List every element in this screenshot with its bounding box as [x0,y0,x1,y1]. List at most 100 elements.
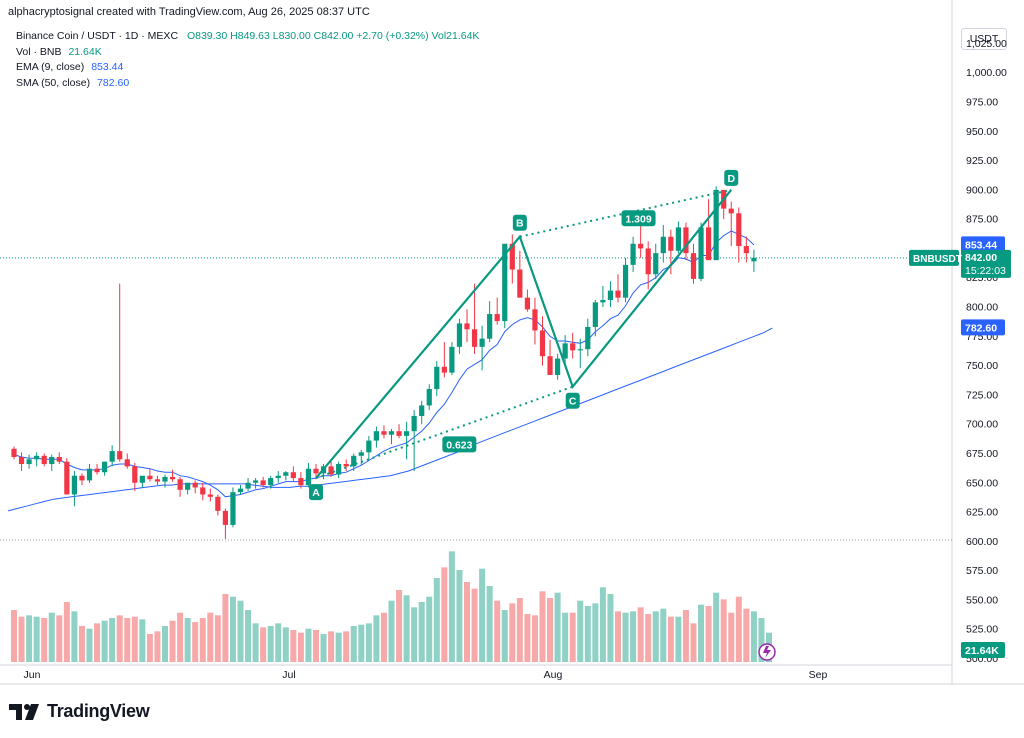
pattern-label-a[interactable]: A [309,484,323,501]
candle[interactable] [275,471,281,483]
candle[interactable] [200,482,206,501]
pattern-ratio-ac[interactable]: 0.623 [442,436,477,453]
candle[interactable] [456,318,463,354]
candle[interactable] [185,482,191,495]
candle[interactable] [283,471,289,481]
candle[interactable] [736,207,742,263]
candle[interactable] [11,446,17,460]
candle[interactable] [751,249,757,272]
candle[interactable] [675,221,681,254]
candle[interactable] [419,400,425,425]
candle[interactable] [102,461,108,476]
candle[interactable] [509,234,515,284]
candle[interactable] [396,424,402,439]
candle[interactable] [124,453,130,469]
candle[interactable] [539,316,546,366]
candle[interactable] [728,201,734,247]
candle[interactable] [358,449,364,466]
candle[interactable] [86,464,93,483]
candle[interactable] [268,475,274,489]
candle[interactable] [18,452,25,472]
candle[interactable] [471,283,478,354]
candle[interactable] [653,243,659,279]
candle[interactable] [222,508,228,539]
candle[interactable] [351,453,357,472]
candle[interactable] [366,435,372,460]
candle[interactable] [117,283,123,462]
candle[interactable] [607,281,614,308]
candle[interactable] [622,257,629,303]
candle[interactable] [298,472,304,489]
currency-button[interactable]: USDT [961,28,1007,50]
candle[interactable] [373,426,379,448]
candle[interactable] [207,488,213,502]
candle[interactable] [230,487,236,528]
candle[interactable] [109,445,115,467]
candle[interactable] [290,466,296,482]
candle[interactable] [426,384,432,411]
candle[interactable] [547,339,553,375]
event-marker-icon[interactable] [758,643,776,661]
candle[interactable] [690,243,697,284]
candle[interactable] [638,225,644,258]
candle[interactable] [743,236,749,263]
candle[interactable] [434,360,440,397]
tradingview-logo[interactable]: TradingView [9,701,150,722]
candle[interactable] [517,250,523,298]
candle[interactable] [713,186,719,261]
candle[interactable] [56,452,62,465]
candle[interactable] [464,309,470,343]
candle[interactable] [411,410,417,472]
candle[interactable] [502,243,508,329]
legend-symbol-row[interactable]: Binance Coin / USDT · 1D · MEXC O839.30 … [16,29,479,45]
pattern-label-b[interactable]: B [512,214,527,231]
candle[interactable] [381,425,387,439]
candle[interactable] [721,189,727,220]
pattern-ratio-bd[interactable]: 1.309 [621,210,656,227]
candle[interactable] [660,225,666,263]
candle[interactable] [79,473,85,486]
candle[interactable] [260,476,266,488]
candle[interactable] [577,338,583,368]
candle[interactable] [487,301,493,343]
candle[interactable] [49,454,55,472]
candle[interactable] [177,476,183,497]
candle[interactable] [524,289,530,312]
candle[interactable] [71,471,77,507]
candle[interactable] [388,428,395,445]
candle[interactable] [328,459,334,477]
candle[interactable] [683,222,689,261]
candle[interactable] [600,285,606,308]
candle[interactable] [706,199,712,261]
candle[interactable] [245,478,251,491]
candle[interactable] [404,421,410,460]
candle[interactable] [215,494,221,516]
legend-sma-row[interactable]: SMA (50, close) 782.60 [16,76,479,92]
candle[interactable] [592,299,598,337]
pattern-label-d[interactable]: D [724,169,739,186]
candle[interactable] [192,480,198,494]
candle[interactable] [169,469,176,482]
pattern-label-c[interactable]: C [565,392,580,409]
candle[interactable] [139,475,145,488]
candle[interactable] [630,236,636,272]
candle[interactable] [570,332,576,359]
candle[interactable] [441,342,447,378]
candle[interactable] [585,318,591,357]
candle[interactable] [94,464,100,475]
candle[interactable] [479,325,485,371]
candle[interactable] [562,335,568,366]
candle[interactable] [132,462,138,491]
candle[interactable] [147,468,153,482]
candle[interactable] [162,474,168,488]
candle[interactable] [64,458,70,495]
legend-ema-row[interactable]: EMA (9, close) 853.44 [16,60,479,76]
candle[interactable] [645,241,651,290]
candle[interactable] [698,222,704,282]
candle[interactable] [668,229,674,275]
candle[interactable] [253,478,259,489]
candle[interactable] [26,454,32,469]
candle[interactable] [34,452,40,467]
candle[interactable] [305,462,312,488]
